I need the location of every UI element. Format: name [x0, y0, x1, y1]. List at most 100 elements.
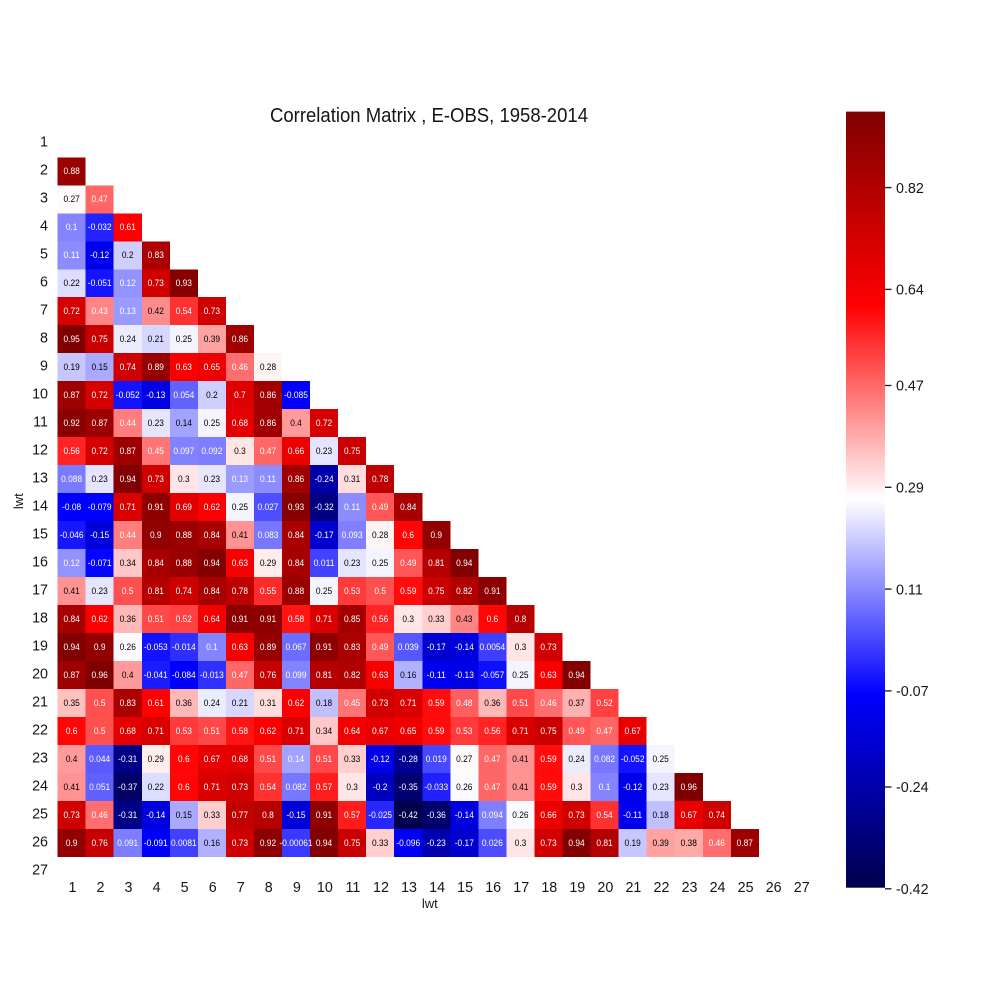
- svg-text:0.18: 0.18: [316, 698, 332, 709]
- svg-text:0.85: 0.85: [344, 614, 360, 625]
- svg-text:0.37: 0.37: [568, 698, 584, 709]
- svg-text:0.47: 0.47: [896, 379, 924, 395]
- svg-text:0.23: 0.23: [92, 474, 108, 485]
- svg-text:0.71: 0.71: [204, 782, 220, 793]
- svg-text:-0.085: -0.085: [284, 390, 308, 401]
- svg-text:0.81: 0.81: [148, 586, 164, 597]
- svg-text:0.23: 0.23: [148, 418, 164, 429]
- svg-text:0.11: 0.11: [344, 502, 360, 513]
- svg-text:0.86: 0.86: [288, 474, 304, 485]
- svg-text:-0.071: -0.071: [88, 558, 112, 569]
- svg-text:0.46: 0.46: [540, 698, 556, 709]
- svg-text:-0.057: -0.057: [480, 670, 504, 681]
- svg-text:0.59: 0.59: [400, 586, 416, 597]
- svg-text:0.3: 0.3: [234, 446, 246, 457]
- svg-text:3: 3: [125, 880, 133, 896]
- svg-text:-0.091: -0.091: [144, 838, 168, 849]
- svg-text:0.58: 0.58: [288, 614, 304, 625]
- svg-text:0.96: 0.96: [92, 670, 108, 681]
- svg-text:lwt: lwt: [11, 493, 26, 509]
- svg-text:0.41: 0.41: [63, 782, 79, 793]
- svg-text:2: 2: [40, 163, 48, 179]
- svg-text:0.57: 0.57: [316, 782, 332, 793]
- svg-text:0.49: 0.49: [400, 558, 416, 569]
- svg-text:0.099: 0.099: [286, 670, 307, 681]
- svg-text:0.15: 0.15: [176, 810, 192, 821]
- svg-text:0.21: 0.21: [232, 698, 248, 709]
- svg-text:0.46: 0.46: [709, 838, 725, 849]
- svg-text:0.1: 0.1: [206, 642, 218, 653]
- svg-text:0.63: 0.63: [540, 670, 556, 681]
- svg-text:0.51: 0.51: [316, 754, 332, 765]
- svg-text:4: 4: [153, 880, 161, 896]
- svg-text:0.84: 0.84: [148, 558, 165, 569]
- svg-text:0.72: 0.72: [92, 446, 108, 457]
- svg-text:0.23: 0.23: [653, 782, 669, 793]
- svg-text:0.87: 0.87: [120, 446, 136, 457]
- svg-text:0.89: 0.89: [260, 642, 276, 653]
- svg-text:7: 7: [237, 880, 245, 896]
- svg-text:0.84: 0.84: [204, 586, 221, 597]
- svg-text:0.34: 0.34: [120, 558, 137, 569]
- svg-text:0.94: 0.94: [568, 670, 585, 681]
- svg-text:0.74: 0.74: [120, 362, 137, 373]
- svg-text:0.29: 0.29: [148, 754, 164, 765]
- svg-text:0.1: 0.1: [599, 782, 611, 793]
- svg-text:0.091: 0.091: [117, 838, 138, 849]
- svg-text:-0.014: -0.014: [172, 642, 196, 653]
- svg-text:0.81: 0.81: [316, 670, 332, 681]
- svg-text:-0.13: -0.13: [455, 670, 474, 681]
- svg-text:20: 20: [597, 880, 613, 896]
- svg-text:0.65: 0.65: [400, 726, 416, 737]
- svg-text:0.73: 0.73: [148, 474, 164, 485]
- svg-text:0.9: 0.9: [94, 642, 106, 653]
- svg-text:0.23: 0.23: [316, 446, 332, 457]
- svg-text:0.051: 0.051: [89, 782, 110, 793]
- svg-text:-0.051: -0.051: [88, 278, 112, 289]
- svg-text:26: 26: [766, 880, 782, 896]
- svg-text:11: 11: [33, 415, 48, 431]
- svg-text:0.43: 0.43: [456, 614, 472, 625]
- svg-text:0.94: 0.94: [456, 558, 473, 569]
- svg-text:0.73: 0.73: [148, 278, 164, 289]
- svg-text:0.88: 0.88: [176, 530, 192, 541]
- svg-text:0.64: 0.64: [204, 614, 221, 625]
- svg-text:-0.17: -0.17: [455, 838, 474, 849]
- svg-text:0.78: 0.78: [232, 586, 248, 597]
- svg-text:0.73: 0.73: [568, 810, 584, 821]
- svg-text:0.11: 0.11: [896, 582, 923, 598]
- svg-text:0.91: 0.91: [148, 502, 164, 513]
- svg-text:24: 24: [710, 880, 726, 896]
- svg-text:0.5: 0.5: [94, 698, 106, 709]
- svg-text:0.68: 0.68: [232, 754, 248, 765]
- svg-text:0.19: 0.19: [624, 838, 640, 849]
- svg-text:0.054: 0.054: [173, 390, 195, 401]
- svg-text:0.67: 0.67: [204, 754, 220, 765]
- svg-text:-0.046: -0.046: [60, 530, 84, 541]
- svg-text:0.94: 0.94: [316, 838, 333, 849]
- svg-text:0.68: 0.68: [120, 726, 136, 737]
- svg-text:0.65: 0.65: [204, 362, 220, 373]
- svg-text:0.71: 0.71: [400, 698, 416, 709]
- svg-text:0.53: 0.53: [344, 586, 360, 597]
- svg-text:1: 1: [40, 135, 48, 151]
- svg-text:0.71: 0.71: [316, 614, 332, 625]
- svg-text:0.91: 0.91: [484, 586, 500, 597]
- svg-text:0.039: 0.039: [398, 642, 419, 653]
- svg-text:0.33: 0.33: [204, 810, 220, 821]
- svg-text:0.54: 0.54: [176, 306, 193, 317]
- svg-text:0.44: 0.44: [120, 530, 137, 541]
- svg-text:0.88: 0.88: [288, 586, 304, 597]
- svg-text:0.41: 0.41: [512, 782, 528, 793]
- svg-text:0.81: 0.81: [428, 558, 444, 569]
- svg-text:0.53: 0.53: [456, 726, 472, 737]
- svg-text:0.36: 0.36: [176, 698, 192, 709]
- svg-text:0.76: 0.76: [260, 670, 276, 681]
- svg-text:0.25: 0.25: [372, 558, 388, 569]
- svg-text:0.59: 0.59: [540, 754, 556, 765]
- svg-text:0.22: 0.22: [63, 278, 79, 289]
- svg-text:0.41: 0.41: [512, 754, 528, 765]
- svg-text:0.49: 0.49: [372, 642, 388, 653]
- svg-text:12: 12: [32, 443, 48, 459]
- svg-text:0.088: 0.088: [61, 474, 82, 485]
